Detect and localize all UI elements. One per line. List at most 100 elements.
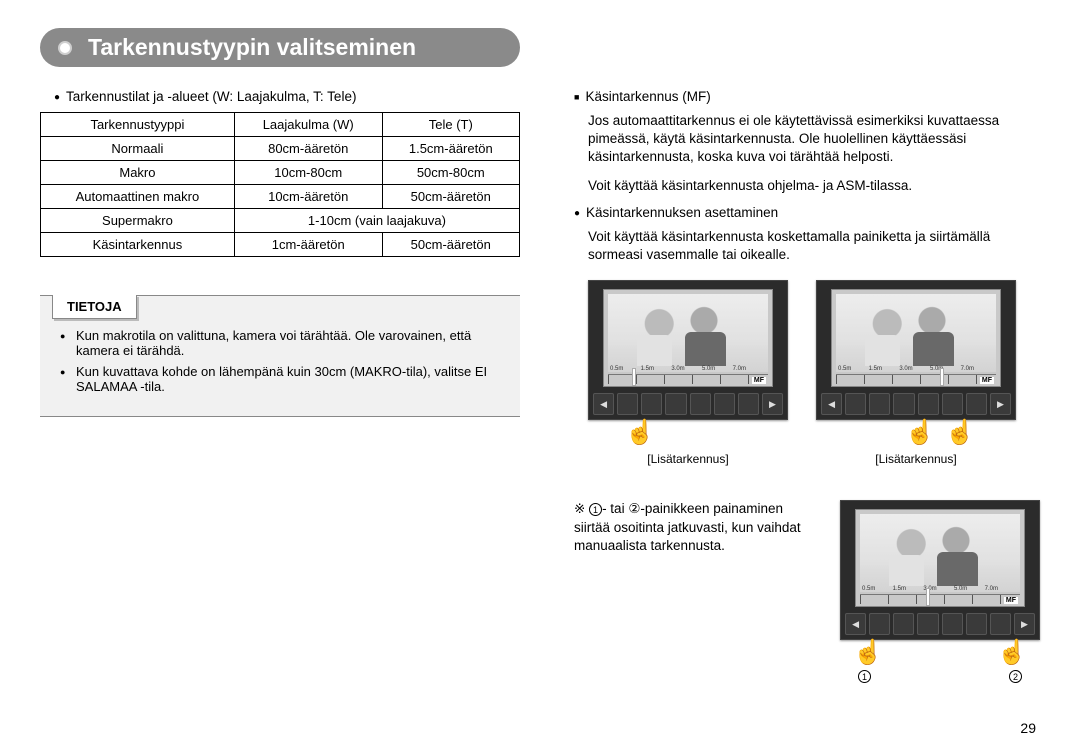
mf-body: Jos automaattitarkennus ei ole käytettäv… — [588, 112, 1040, 167]
content-columns: Tarkennustilat ja -alueet (W: Laajakulma… — [40, 85, 1040, 683]
btn[interactable] — [918, 393, 939, 415]
tick: 0.5m — [838, 366, 851, 372]
scale-ticks: 0.5m 1.5m 3.0m 5.0m 7.0m — [862, 586, 998, 592]
hand-icon: ☝ — [905, 418, 935, 447]
th-type: Tarkennustyyppi — [41, 113, 235, 137]
back-icon[interactable]: ◀ — [845, 613, 866, 635]
btn[interactable] — [738, 393, 759, 415]
info-label: TIETOJA — [52, 295, 137, 319]
mf-badge: MF — [980, 377, 994, 384]
btn[interactable] — [990, 613, 1011, 635]
cell: Käsintarkennus — [41, 233, 235, 257]
focus-marker — [632, 368, 636, 386]
tick: 7.0m — [961, 366, 974, 372]
th-wide: Laajakulma (W) — [234, 113, 382, 137]
tick: 1.5m — [641, 366, 654, 372]
screen-block-3: 0.5m 1.5m 3.0m 5.0m 7.0m MF ◀ — [840, 500, 1040, 683]
mf-set-heading: Käsintarkennuksen asettaminen — [574, 205, 1040, 220]
hand-icon: ☝ — [945, 418, 975, 447]
btn[interactable] — [845, 393, 866, 415]
btn[interactable] — [714, 393, 735, 415]
info-item: Kun kuvattava kohde on lähempänä kuin 30… — [76, 364, 508, 394]
tick: 1.5m — [893, 586, 906, 592]
photo-preview — [836, 294, 996, 372]
btn[interactable] — [942, 393, 963, 415]
camera-screen: 0.5m 1.5m 3.0m 5.0m 7.0m MF ◀ — [840, 500, 1040, 640]
focus-scale — [860, 594, 1020, 604]
cell: Normaali — [41, 137, 235, 161]
page-title: Tarkennustyypin valitseminen — [88, 34, 416, 60]
screen-caption: [Lisätarkennus] — [588, 452, 788, 466]
mf-body2: Voit käyttää käsintarkennusta ohjelma- j… — [588, 177, 1040, 195]
bottom-circ-labels: 1 2 — [840, 670, 1040, 683]
right-column: Käsintarkennus (MF) Jos automaattitarken… — [560, 85, 1040, 683]
mf-heading: Käsintarkennus (MF) — [574, 89, 1040, 104]
focus-scale — [836, 374, 996, 384]
cell: 50cm-80cm — [382, 161, 519, 185]
play-icon[interactable]: ▶ — [762, 393, 783, 415]
btn[interactable] — [617, 393, 638, 415]
circled-2: 2 — [1009, 670, 1022, 683]
btn[interactable] — [893, 393, 914, 415]
cell: Makro — [41, 161, 235, 185]
display-area: 0.5m 1.5m 3.0m 5.0m 7.0m MF — [831, 289, 1001, 387]
tick: 3.0m — [671, 366, 684, 372]
btn[interactable] — [641, 393, 662, 415]
screen-caption: [Lisätarkennus] — [816, 452, 1016, 466]
info-item: Kun makrotila on valittuna, kamera voi t… — [76, 328, 508, 358]
back-icon[interactable]: ◀ — [593, 393, 614, 415]
tick: 0.5m — [862, 586, 875, 592]
btn[interactable] — [966, 613, 987, 635]
camera-screen: 0.5m 1.5m 3.0m 5.0m 7.0m MF ◀ — [816, 280, 1016, 420]
cell: 50cm-ääretön — [382, 233, 519, 257]
bottom-row: 1- tai ②-painikkeen painaminen siirtää o… — [560, 500, 1040, 683]
play-icon[interactable]: ▶ — [990, 393, 1011, 415]
camera-screen: 0.5m 1.5m 3.0m 5.0m 7.0m MF ◀ — [588, 280, 788, 420]
btn[interactable] — [869, 393, 890, 415]
tick: 0.5m — [610, 366, 623, 372]
focus-marker — [926, 588, 930, 606]
button-row: ◀ ▶ — [821, 393, 1011, 415]
cell: 1-10cm (vain laajakuva) — [234, 209, 519, 233]
mf-set-body: Voit käyttää käsintarkennusta koskettama… — [588, 228, 1040, 264]
cell: Supermakro — [41, 209, 235, 233]
tick: 3.0m — [899, 366, 912, 372]
button-row: ◀ ▶ — [593, 393, 783, 415]
tick: 1.5m — [869, 366, 882, 372]
btn[interactable] — [869, 613, 890, 635]
page-number: 29 — [1020, 720, 1036, 736]
btn[interactable] — [942, 613, 963, 635]
display-area: 0.5m 1.5m 3.0m 5.0m 7.0m MF — [603, 289, 773, 387]
scale-ticks: 0.5m 1.5m 3.0m 5.0m 7.0m — [838, 366, 974, 372]
mf-badge: MF — [1004, 597, 1018, 604]
bottom-note-text: - tai ②-painikkeen painaminen siirtää os… — [574, 501, 801, 552]
tick: 7.0m — [985, 586, 998, 592]
bottom-note: 1- tai ②-painikkeen painaminen siirtää o… — [560, 500, 820, 555]
tick: 5.0m — [954, 586, 967, 592]
photo-preview — [860, 514, 1020, 592]
play-icon[interactable]: ▶ — [1014, 613, 1035, 635]
cell: 10cm-ääretön — [234, 185, 382, 209]
intro-line: Tarkennustilat ja -alueet (W: Laajakulma… — [54, 89, 520, 104]
btn[interactable] — [966, 393, 987, 415]
cell: 50cm-ääretön — [382, 185, 519, 209]
focus-marker — [940, 368, 944, 386]
btn[interactable] — [690, 393, 711, 415]
focus-table: Tarkennustyyppi Laajakulma (W) Tele (T) … — [40, 112, 520, 257]
btn[interactable] — [665, 393, 686, 415]
cell: Automaattinen makro — [41, 185, 235, 209]
back-icon[interactable]: ◀ — [821, 393, 842, 415]
photo-preview — [608, 294, 768, 372]
th-tele: Tele (T) — [382, 113, 519, 137]
btn[interactable] — [893, 613, 914, 635]
cell: 80cm-ääretön — [234, 137, 382, 161]
display-area: 0.5m 1.5m 3.0m 5.0m 7.0m MF — [855, 509, 1025, 607]
button-row: ◀ ▶ — [845, 613, 1035, 635]
cell: 10cm-80cm — [234, 161, 382, 185]
screen-block-2: 0.5m 1.5m 3.0m 5.0m 7.0m MF ◀ — [816, 280, 1016, 466]
circled-1: 1 — [589, 503, 602, 516]
circled-1: 1 — [858, 670, 871, 683]
hand-icon: ☝ — [853, 638, 883, 667]
btn[interactable] — [917, 613, 938, 635]
tick: 7.0m — [733, 366, 746, 372]
